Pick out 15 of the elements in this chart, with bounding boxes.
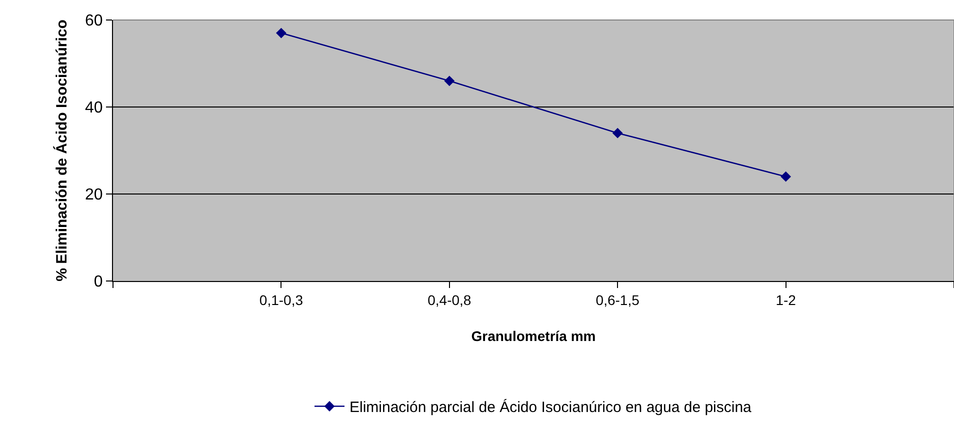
y-tick-label: 60 [85, 12, 103, 30]
y-tick-label: 40 [85, 100, 103, 117]
x-tick-label: 0,6-1,5 [596, 292, 640, 308]
x-axis-title: Granulometría mm [471, 328, 596, 344]
x-tick-label: 0,1-0,3 [259, 292, 304, 308]
legend-label: Eliminación parcial de Ácido Isocianúrico en agua de piscina [350, 398, 752, 416]
x-tick-label: 0,4-0,8 [428, 292, 472, 308]
point [276, 28, 286, 38]
point [780, 171, 791, 182]
point [612, 128, 623, 138]
x-tick-label: 1-2 [776, 292, 796, 308]
y-tick-label: 20 [85, 186, 103, 204]
y-axis-title: % Eliminación de Ácido Isocianúrico [52, 20, 70, 282]
point [444, 76, 455, 86]
y-tick-label: 0 [94, 274, 103, 291]
